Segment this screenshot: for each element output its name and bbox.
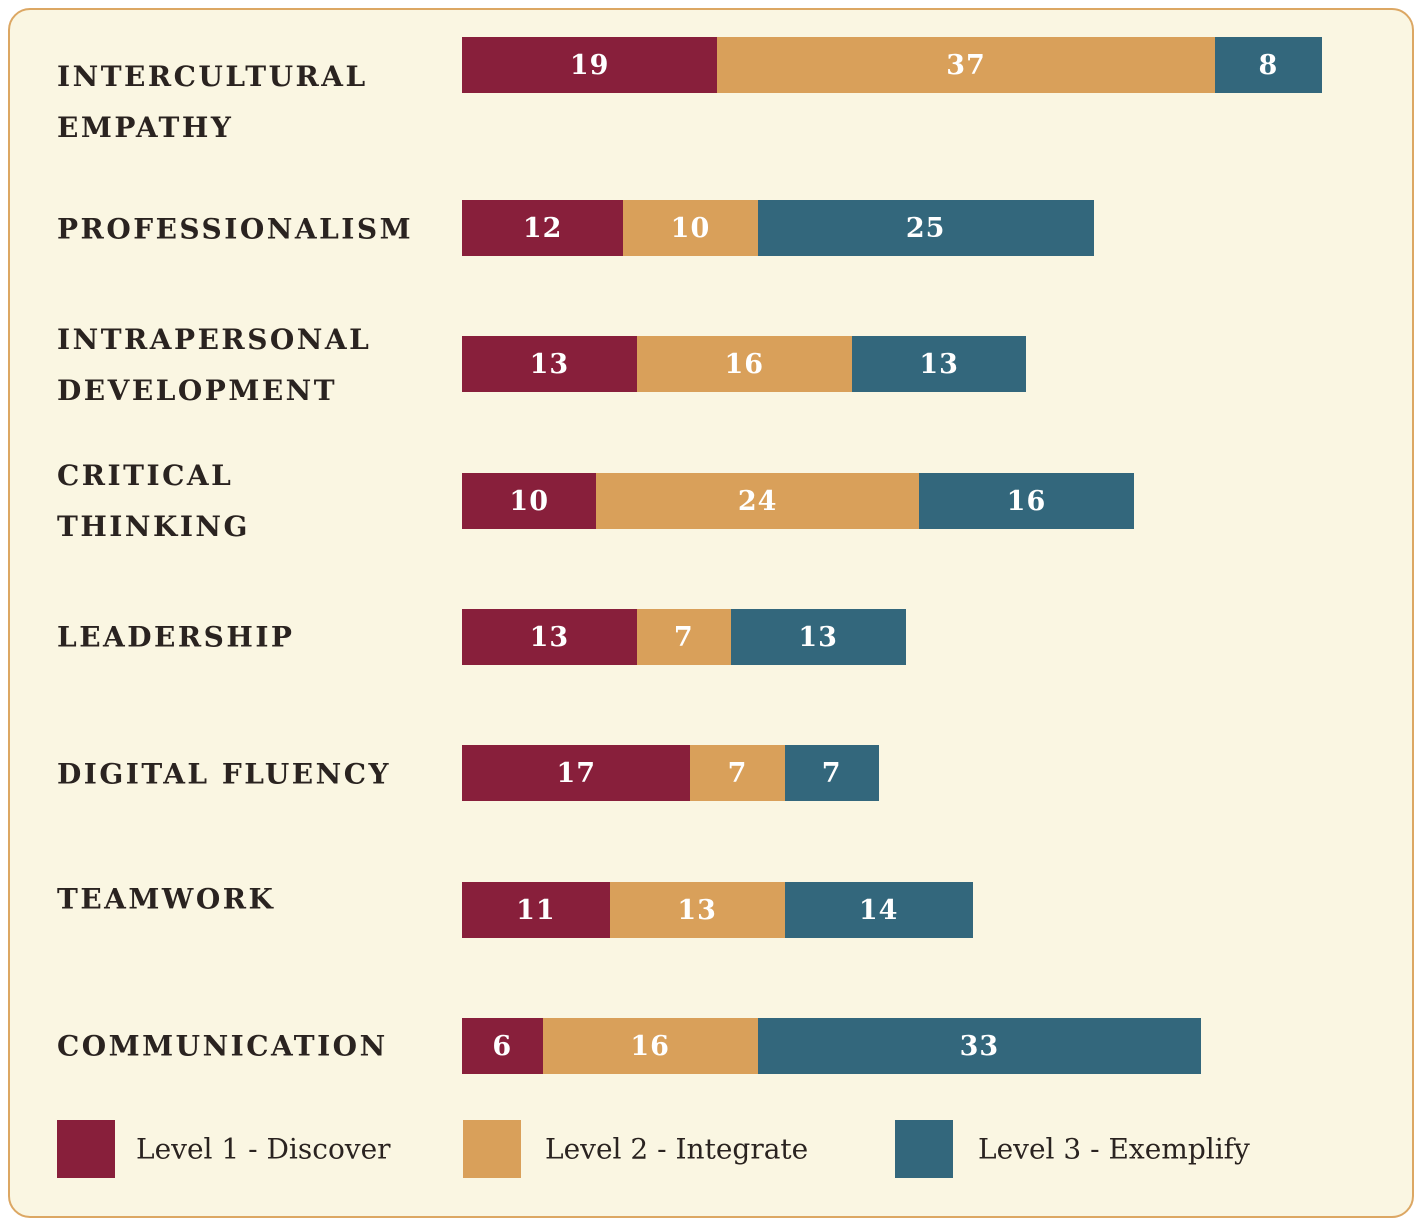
legend-label: Level 2 - Integrate [545,1132,809,1166]
bar-segment: 10 [462,473,597,529]
bar-segment: 7 [784,745,879,801]
value-label: 33 [959,1030,1000,1062]
value-label: 13 [798,621,838,653]
bar-segment: 33 [757,1018,1202,1074]
value-label: 13 [677,894,717,926]
bar-segment: 25 [757,200,1094,256]
bar-segment: 11 [462,882,610,938]
value-label: 16 [1006,485,1047,517]
bar-segment: 13 [730,609,906,665]
bar-segment: 14 [784,882,973,938]
value-label: 12 [522,212,563,244]
bar-segment: 13 [851,336,1027,392]
category-label: COMMUNICATION [57,1029,388,1063]
bar-segment: 6 [462,1018,543,1074]
value-label: 7 [673,621,694,653]
category-label: TEAMWORK [57,882,276,916]
value-label: 14 [858,894,899,926]
bar-segment: 13 [462,609,637,665]
value-label: 7 [727,757,748,789]
category-label: DIGITAL FLUENCY [57,757,392,791]
bar-segment: 16 [636,336,852,392]
value-label: 11 [516,894,556,926]
legend-swatch [895,1120,953,1178]
value-label: 25 [905,212,946,244]
value-label: 8 [1258,49,1279,81]
bar-segment: 12 [462,200,624,256]
legend-label: Level 1 - Discover [136,1132,391,1166]
category-label: INTERCULTURAL EMPATHY [57,60,368,144]
category-label: LEADERSHIP [57,620,295,654]
bar-segment: 24 [596,473,919,529]
legend-label: Level 3 - Exemplify [978,1132,1250,1166]
bar-segment: 19 [462,37,718,93]
bar-segment: 7 [636,609,731,665]
value-label: 13 [919,348,959,380]
value-label: 16 [724,348,765,380]
value-label: 24 [737,485,778,517]
value-label: 37 [946,49,986,81]
bar-segment: 16 [542,1018,758,1074]
legend-swatch [57,1120,115,1178]
bar-segment: 10 [623,200,758,256]
value-label: 16 [630,1030,670,1062]
bar-segment: 8 [1214,37,1323,93]
bar-segment: 7 [690,745,785,801]
bar-segment: 13 [462,336,637,392]
bar-segment: 16 [918,473,1134,529]
category-label: PROFESSIONALISM [57,212,414,246]
value-label: 6 [492,1030,513,1062]
bar-segment: 17 [462,745,691,801]
category-label: INTRAPERSONAL DEVELOPMENT [57,323,372,407]
category-label: CRITICAL THINKING [57,459,250,543]
value-label: 19 [569,49,610,81]
bar-segment: 13 [609,882,785,938]
value-label: 10 [670,212,711,244]
value-label: 10 [509,485,549,517]
value-label: 13 [529,621,570,653]
value-label: 17 [556,757,597,789]
value-label: 7 [821,757,842,789]
bar-segment: 37 [717,37,1215,93]
value-label: 13 [529,348,570,380]
legend-swatch [463,1120,521,1178]
